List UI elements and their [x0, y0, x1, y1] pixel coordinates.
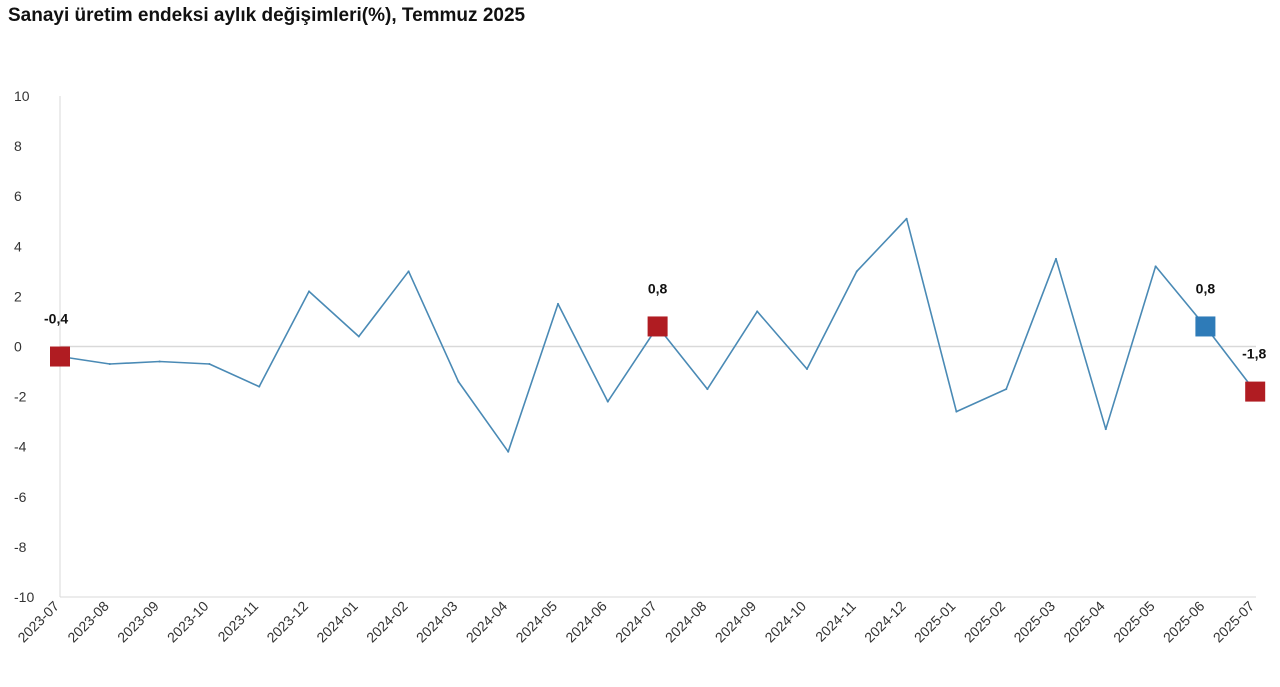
x-tick-label: 2023-11	[214, 598, 261, 645]
highlight-marker	[50, 346, 70, 367]
data-point	[208, 363, 211, 366]
data-point	[905, 217, 908, 220]
data-label: -1,8	[1242, 346, 1266, 362]
y-tick-label: 6	[14, 188, 22, 204]
data-point	[258, 385, 261, 388]
data-label: 0,8	[1196, 280, 1216, 296]
highlight-marker	[1245, 381, 1266, 402]
y-tick-label: -2	[14, 389, 27, 405]
x-tick-label: 2024-02	[363, 598, 411, 646]
x-tick-label: 2024-08	[662, 598, 710, 646]
x-tick-label: 2024-12	[861, 598, 909, 646]
data-point	[1005, 388, 1008, 391]
x-tick-label: 2024-03	[413, 598, 461, 646]
data-point	[706, 388, 709, 391]
x-axis-ticks: 2023-07 2023-08 2023-09 2023-10 2023-11 2023-…	[14, 598, 1257, 646]
data-point	[407, 270, 410, 273]
x-tick-label: 2024-10	[761, 598, 809, 646]
x-tick-label: 2025-01	[911, 598, 959, 646]
data-point	[507, 450, 510, 453]
data-point	[955, 410, 958, 413]
y-tick-label: -6	[14, 489, 27, 505]
x-tick-label: 2024-01	[313, 598, 361, 646]
y-tick-label: 0	[14, 339, 22, 355]
y-tick-label: 4	[14, 238, 22, 254]
data-point	[108, 363, 111, 366]
x-tick-label: 2025-07	[1210, 598, 1258, 646]
data-point	[308, 290, 310, 293]
data-point	[557, 302, 559, 305]
x-tick-label: 2025-05	[1110, 598, 1158, 646]
x-tick-label: 2024-05	[512, 598, 560, 646]
x-tick-label: 2025-02	[961, 598, 1009, 646]
x-tick-label: 2025-04	[1060, 598, 1108, 646]
chart-axes	[59, 96, 1256, 598]
data-point	[756, 310, 759, 313]
x-tick-label: 2024-11	[812, 598, 859, 645]
data-point	[1154, 265, 1157, 268]
data-point	[457, 380, 460, 383]
data-point	[1055, 257, 1057, 260]
x-tick-label: 2025-06	[1160, 598, 1208, 646]
y-tick-label: -8	[14, 539, 27, 555]
x-tick-label: 2024-04	[463, 598, 511, 646]
chart-title: Sanayi üretim endeksi aylık değişimleri(…	[8, 5, 526, 26]
data-point	[357, 335, 360, 338]
x-tick-label: 2023-08	[64, 598, 112, 646]
data-point	[158, 360, 161, 363]
x-tick-label: 2023-12	[263, 598, 311, 646]
x-tick-label: 2023-09	[114, 598, 162, 646]
data-label: 0,8	[648, 280, 668, 296]
x-tick-label: 2024-09	[712, 598, 760, 646]
x-tick-label: 2024-07	[612, 598, 660, 646]
y-tick-label: -10	[14, 589, 34, 605]
y-tick-label: 2	[14, 288, 22, 304]
data-point	[806, 368, 808, 371]
y-tick-label: 8	[14, 138, 22, 154]
y-tick-label: -4	[14, 439, 27, 455]
highlight-markers: -0,4 0,8 0,8 -1,8	[44, 280, 1266, 402]
data-point	[855, 270, 858, 273]
x-tick-label: 2024-06	[562, 598, 610, 646]
data-label: -0,4	[44, 311, 68, 327]
data-point	[1104, 428, 1107, 431]
x-tick-label: 2023-10	[164, 598, 212, 646]
y-axis-ticks: 10 8 6 4 2 0 -2 -4 -6 -8 -10	[14, 88, 34, 605]
highlight-marker	[647, 316, 668, 337]
y-tick-label: 10	[14, 88, 30, 104]
highlight-marker	[1195, 316, 1216, 337]
x-tick-label: 2025-03	[1010, 598, 1058, 646]
data-point	[606, 400, 609, 403]
